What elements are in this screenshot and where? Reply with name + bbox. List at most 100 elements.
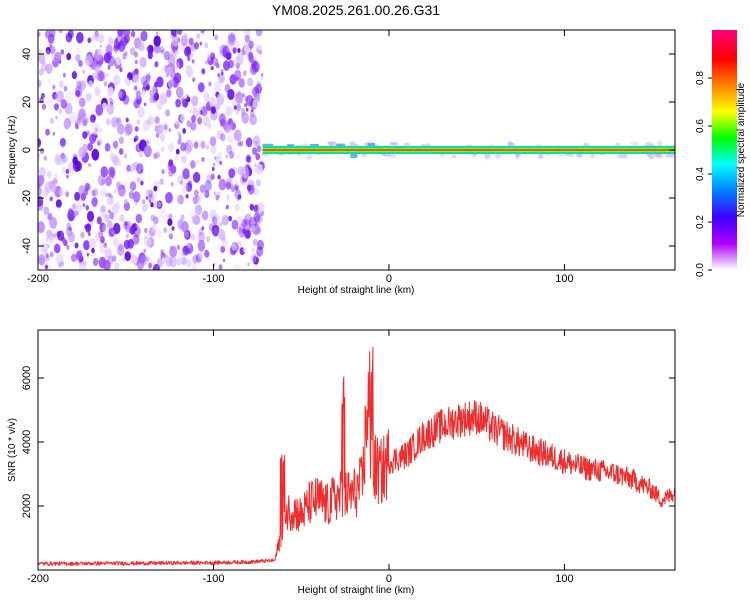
noise-blob (45, 46, 51, 55)
noise-blob (100, 205, 106, 213)
noise-blob (87, 142, 93, 151)
noise-blob (38, 156, 41, 162)
noise-blob (199, 184, 206, 194)
halo-blob (484, 153, 490, 161)
noise-blob (46, 170, 52, 179)
noise-blob (210, 173, 215, 180)
noise-blob (190, 121, 197, 131)
noise-blob (106, 103, 115, 115)
noise-blob (215, 194, 220, 201)
noise-blob (236, 153, 240, 160)
noise-blob (210, 65, 214, 71)
noise-blob (125, 233, 130, 239)
colorbar-tick-label: 0.6 (695, 119, 706, 133)
noise-blob (107, 220, 113, 229)
noise-blob (65, 191, 70, 198)
x-tick-label: -200 (27, 273, 49, 285)
noise-blob (166, 89, 172, 98)
noise-blob (99, 205, 107, 217)
noise-blob (38, 196, 44, 207)
snr-panel: -200 -100 0 100 2000 4000 6000 Height of strai… (7, 329, 676, 596)
noise-blob (252, 147, 258, 156)
noise-blob (73, 210, 78, 217)
noise-blob (114, 49, 118, 54)
noise-blob (94, 86, 101, 97)
noise-blob (97, 141, 101, 146)
noise-blob (232, 123, 236, 129)
noise-blob (60, 49, 65, 55)
noise-blob (105, 118, 111, 126)
noise-blob (124, 198, 128, 205)
noise-blob (79, 80, 86, 91)
noise-blob (236, 53, 244, 65)
noise-blob (163, 227, 168, 233)
noise-blob (235, 240, 242, 251)
noise-blob (247, 262, 250, 267)
noise-blob (249, 114, 257, 126)
noise-blob (191, 59, 195, 64)
noise-blob (207, 171, 211, 175)
noise-blob (150, 197, 155, 204)
noise-blob (197, 82, 205, 93)
noise-blob (154, 81, 159, 88)
noise-blob (53, 173, 58, 179)
noise-blob (147, 115, 155, 126)
noise-blob (113, 188, 118, 195)
noise-blob (214, 34, 219, 41)
noise-blob (38, 68, 44, 76)
x-tick-label: -100 (202, 573, 224, 585)
noise-blob (71, 203, 77, 211)
noise-blob (255, 214, 262, 225)
noise-blob (83, 240, 90, 251)
noise-blob (138, 150, 144, 158)
noise-blob (181, 256, 187, 266)
snr-content (38, 346, 675, 566)
noise-blob (38, 254, 46, 266)
noise-blob (130, 30, 136, 38)
noise-blob (45, 253, 49, 259)
noise-blob (198, 228, 204, 236)
noise-blob (232, 264, 241, 270)
noise-blob (237, 194, 242, 200)
noise-blob (194, 204, 203, 216)
noise-blob (38, 221, 45, 234)
noise-blob (44, 181, 53, 193)
noise-blob (94, 48, 103, 61)
noise-blob (105, 192, 108, 197)
noise-blob (198, 251, 204, 260)
noise-blob (192, 107, 199, 118)
noise-blob (199, 41, 203, 46)
noise-blob (247, 77, 254, 87)
noise-blob (123, 153, 128, 159)
noise-blob (153, 92, 160, 101)
noise-blob (74, 191, 81, 201)
noise-blob (254, 140, 258, 146)
noise-blob (245, 107, 249, 112)
noise-blob (246, 215, 250, 220)
noise-blob (187, 56, 191, 62)
noise-blob (61, 166, 68, 175)
noise-blob (157, 201, 162, 208)
noise-blob (249, 63, 258, 75)
noise-blob (252, 99, 259, 109)
noise-blob (178, 196, 184, 204)
noise-blob (137, 253, 140, 258)
noise-blob (143, 145, 152, 158)
noise-blob (175, 148, 180, 155)
noise-blob (145, 74, 151, 82)
noise-blob (84, 182, 90, 191)
noise-blob (165, 254, 168, 259)
noise-blob (237, 226, 242, 234)
noise-blob (181, 154, 188, 164)
noise-blob (139, 56, 147, 68)
noise-blob (54, 92, 61, 103)
noise-blob (90, 114, 96, 123)
noise-blob (54, 154, 62, 166)
noise-blob (123, 201, 131, 211)
halo-blob (656, 153, 664, 159)
noise-blob (150, 202, 154, 208)
noise-blob (228, 168, 236, 179)
noise-blob (86, 252, 90, 257)
noise-blob (173, 72, 182, 84)
noise-blob (56, 90, 64, 103)
